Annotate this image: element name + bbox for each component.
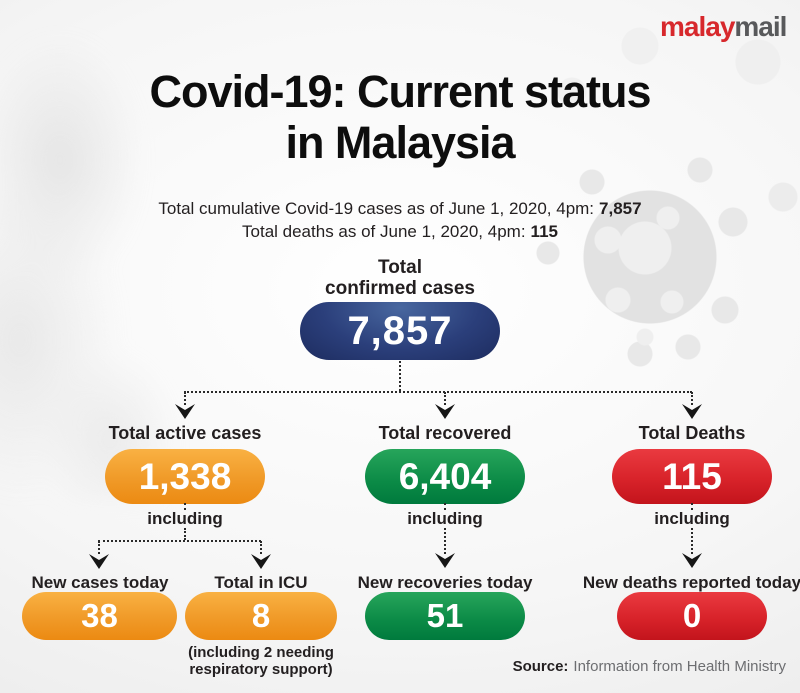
new-cases-label: New cases today xyxy=(31,573,169,592)
new-deaths-label: New deaths reported today xyxy=(582,573,800,592)
title-line-2: in Malaysia xyxy=(285,117,515,168)
including-label-deaths: including xyxy=(654,509,730,528)
summary-lines: Total cumulative Covid-19 cases as of Ju… xyxy=(0,197,800,243)
new-cases-pill: 38 xyxy=(22,592,177,640)
recovered-pill: 6,404 xyxy=(365,449,525,504)
connector-deaths-seg-top xyxy=(691,503,693,510)
icu-label: Total in ICU xyxy=(214,573,308,592)
source-text: Information from Health Ministry xyxy=(573,658,786,675)
root-node-label: Total confirmed cases xyxy=(325,257,475,299)
connector-recovered-seg-bottom xyxy=(444,528,446,554)
connector-drop-recovered xyxy=(444,392,446,405)
connector-sub-horizontal xyxy=(98,540,261,542)
including-label-recovered: including xyxy=(407,509,483,528)
new-deaths-pill: 0 xyxy=(617,592,767,640)
connector-deaths-seg-bottom xyxy=(691,528,693,554)
summary-line-cases: Total cumulative Covid-19 cases as of Ju… xyxy=(158,199,642,218)
connector-drop-new-cases xyxy=(98,541,100,554)
connector-top-horizontal xyxy=(184,391,692,393)
logo-part-mail: mail xyxy=(734,11,787,42)
connector-root-stem xyxy=(399,361,401,391)
connector-drop-active xyxy=(184,392,186,405)
source-attribution: Source: Information from Health Ministry xyxy=(513,658,786,675)
summary-cases-value: 7,857 xyxy=(599,199,642,218)
deaths-pill: 115 xyxy=(612,449,772,504)
active-cases-pill: 1,338 xyxy=(105,449,265,504)
deaths-label: Total Deaths xyxy=(638,423,746,443)
including-label-active: including xyxy=(147,509,223,528)
recovered-label: Total recovered xyxy=(378,423,512,443)
page-title: Covid-19: Current status in Malaysia xyxy=(0,66,800,168)
icu-pill: 8 xyxy=(185,592,337,640)
connector-drop-icu xyxy=(260,541,262,554)
connector-active-seg-bottom xyxy=(184,528,186,540)
summary-line-deaths: Total deaths as of June 1, 2020, 4pm: 115 xyxy=(242,222,558,241)
new-recoveries-pill: 51 xyxy=(365,592,525,640)
summary-deaths-value: 115 xyxy=(530,222,558,241)
connector-drop-deaths xyxy=(691,392,693,405)
new-recoveries-label: New recoveries today xyxy=(357,573,533,592)
icu-note: (including 2 needing respiratory support… xyxy=(188,644,334,678)
title-line-1: Covid-19: Current status xyxy=(149,66,651,117)
source-label: Source: xyxy=(512,658,569,675)
active-cases-label: Total active cases xyxy=(108,423,262,443)
total-confirmed-pill: 7,857 xyxy=(300,302,500,360)
logo-part-malay: malay xyxy=(660,11,735,42)
connector-active-seg-top xyxy=(184,503,186,510)
malaymail-logo: malaymail xyxy=(660,11,787,43)
connector-recovered-seg-top xyxy=(444,503,446,510)
